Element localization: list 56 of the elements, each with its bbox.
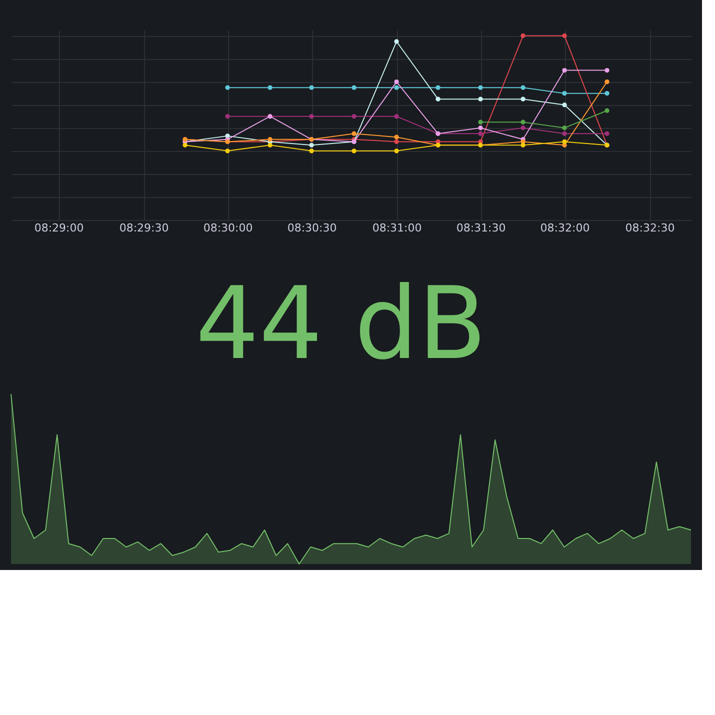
x-tick-label: 08:31:30 bbox=[456, 222, 506, 234]
point bbox=[309, 142, 314, 148]
point bbox=[394, 134, 399, 140]
point bbox=[520, 33, 526, 38]
point bbox=[352, 148, 356, 154]
point bbox=[394, 79, 399, 84]
point bbox=[520, 120, 526, 124]
point bbox=[478, 120, 483, 124]
point bbox=[604, 108, 610, 113]
point bbox=[352, 131, 356, 136]
point bbox=[309, 85, 314, 90]
point bbox=[436, 96, 440, 102]
point bbox=[520, 126, 526, 130]
point bbox=[604, 68, 610, 73]
point bbox=[562, 126, 567, 130]
point bbox=[562, 90, 567, 96]
point bbox=[562, 33, 567, 38]
point bbox=[520, 85, 526, 90]
point bbox=[478, 131, 483, 136]
point bbox=[225, 114, 230, 119]
point bbox=[520, 96, 526, 102]
point bbox=[309, 148, 314, 154]
point bbox=[562, 102, 567, 108]
point bbox=[562, 131, 567, 136]
x-tick-label: 08:32:30 bbox=[625, 222, 675, 234]
point bbox=[268, 137, 272, 142]
point bbox=[436, 85, 440, 90]
text: 44 dB bbox=[195, 265, 487, 382]
point bbox=[478, 96, 483, 102]
point bbox=[268, 85, 272, 90]
point bbox=[604, 131, 610, 136]
point bbox=[394, 148, 399, 154]
point bbox=[225, 148, 230, 154]
point bbox=[394, 114, 399, 119]
point bbox=[562, 68, 567, 73]
point bbox=[352, 85, 356, 90]
x-tick-label: 08:30:00 bbox=[203, 222, 253, 234]
point bbox=[182, 142, 188, 148]
x-tick-label: 08:32:00 bbox=[540, 222, 590, 234]
point bbox=[520, 142, 526, 148]
point bbox=[394, 85, 399, 90]
point bbox=[268, 142, 272, 148]
point bbox=[394, 39, 399, 44]
x-tick-label: 08:31:00 bbox=[372, 222, 422, 234]
point bbox=[352, 114, 356, 119]
point bbox=[478, 85, 483, 90]
point bbox=[604, 90, 610, 96]
x-tick-label: 08:29:00 bbox=[34, 222, 84, 234]
point bbox=[478, 126, 483, 130]
x-tick-label: 08:30:30 bbox=[287, 222, 337, 234]
point bbox=[394, 139, 399, 144]
point bbox=[604, 79, 610, 84]
point bbox=[562, 139, 567, 144]
point bbox=[225, 85, 230, 90]
x-tick-label: 08:29:30 bbox=[119, 222, 169, 234]
point bbox=[309, 114, 314, 119]
